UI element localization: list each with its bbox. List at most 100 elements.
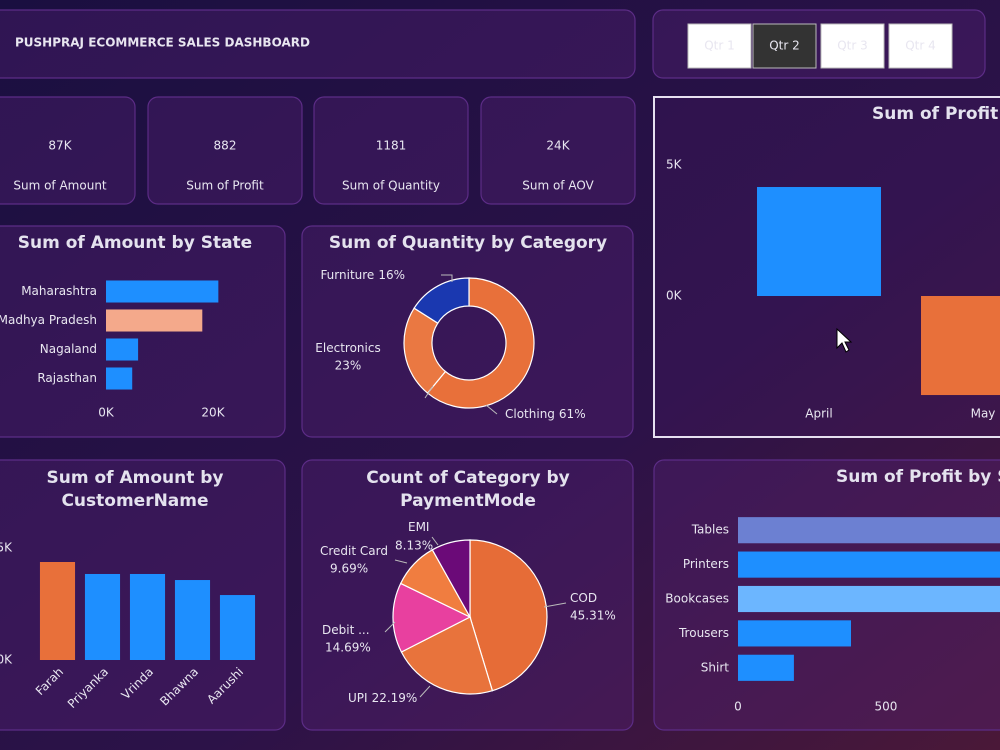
value-label: 23%: [335, 359, 362, 373]
x-tick-label: 500: [874, 700, 897, 714]
slicer-label[interactable]: Qtr 2: [769, 39, 800, 53]
slice: [392, 582, 472, 653]
bar: [738, 585, 1000, 613]
category-name: Credit Card: [320, 544, 388, 558]
chart-title: Sum of Profit by S: [836, 467, 1000, 487]
category-name: Furniture: [320, 268, 374, 282]
category-label: Printers: [683, 557, 729, 571]
title-panel: [0, 9, 636, 79]
category-label: Shirt: [701, 660, 729, 674]
kpi-card: [480, 96, 636, 205]
leader-line: [431, 536, 439, 546]
slice: [426, 277, 535, 409]
value-label: 9.69%: [330, 562, 368, 576]
leader-line: [543, 602, 567, 608]
slice: [431, 539, 471, 620]
chart-title: Count of Category by: [366, 468, 570, 488]
leader-line: [419, 685, 431, 698]
bar: [738, 551, 1000, 578]
bar: [106, 338, 139, 361]
kpi-label: Sum of Quantity: [342, 179, 440, 193]
bar: [174, 580, 211, 660]
category-label: Madhya Pradesh: [0, 313, 97, 327]
bar: [129, 573, 166, 660]
kpi-label: Sum of Amount: [13, 179, 107, 193]
slice-label: Credit Card: [320, 544, 388, 558]
kpi-card: [147, 96, 303, 205]
dashboard-title: PUSHPRAJ ECOMMERCE SALES DASHBOARD: [15, 36, 310, 50]
kpi-value: 882: [214, 139, 237, 153]
y-tick-label: 5K: [666, 158, 683, 172]
slice: [413, 277, 470, 325]
kpi-label: Sum of Profit: [186, 179, 264, 193]
category-label: Nagaland: [40, 342, 97, 356]
category-name: Clothing: [505, 407, 555, 421]
slicer-label[interactable]: Qtr 3: [837, 39, 868, 53]
chart-title: CustomerName: [61, 491, 208, 511]
leader-line: [485, 404, 498, 415]
value-label: 45.31%: [570, 609, 616, 623]
bar: [219, 595, 256, 660]
category-name: COD: [570, 591, 597, 605]
leader-line: [441, 274, 453, 282]
chart-title: Sum of Amount by: [46, 468, 223, 488]
bar: [738, 654, 794, 681]
bar: [39, 562, 76, 660]
y-tick-label: 5K: [0, 541, 13, 555]
mouse-cursor: [836, 327, 853, 353]
slice-label: Electronics: [315, 341, 380, 355]
bar: [84, 573, 121, 660]
value-label: 14.69%: [325, 641, 371, 655]
x-tick-label: 20K: [201, 406, 225, 420]
bar: [757, 187, 881, 296]
leader-line: [394, 559, 408, 564]
value-label: 22.19%: [372, 691, 418, 705]
bar: [738, 620, 852, 647]
value-label: 8.13%: [395, 539, 433, 553]
y-tick-label: 0K: [666, 289, 683, 303]
chart-title: Sum of Profit b: [872, 104, 1000, 124]
leader-line: [424, 385, 434, 399]
slicer-label[interactable]: Qtr 4: [905, 39, 936, 53]
category-name: Electronics: [315, 341, 380, 355]
category-name: UPI: [348, 691, 368, 705]
slice-label: EMI: [408, 520, 429, 534]
category-label: Tables: [691, 523, 729, 537]
bar: [921, 296, 1000, 396]
x-tick-label: 0: [734, 700, 742, 714]
kpi-value: 87K: [48, 139, 72, 153]
bar: [106, 367, 133, 390]
leader-line: [384, 621, 396, 633]
bar: [738, 517, 1000, 544]
kpi-card: [0, 96, 136, 205]
bar: [106, 309, 203, 332]
chart-panel: [301, 225, 634, 438]
category-label: Bookcases: [665, 592, 729, 606]
slicer-button[interactable]: [687, 23, 752, 69]
slice: [469, 539, 548, 692]
bar: [106, 280, 219, 303]
category-label: Trousers: [678, 626, 729, 640]
chart-title: Sum of Quantity by Category: [329, 233, 607, 253]
slice: [400, 616, 494, 695]
category-label: May: [971, 407, 996, 421]
kpi-value: 1181: [376, 139, 407, 153]
slice-label: Clothing 61%: [505, 407, 586, 421]
slicer-button[interactable]: [888, 23, 953, 69]
slice-label: UPI 22.19%: [348, 691, 417, 705]
slicer-button[interactable]: [820, 23, 885, 69]
slicer-label[interactable]: Qtr 1: [704, 39, 735, 53]
category-label: Rajasthan: [37, 371, 97, 385]
y-tick-label: 0K: [0, 653, 13, 667]
category-name: EMI: [408, 520, 429, 534]
kpi-value: 24K: [546, 139, 570, 153]
slice-label: Furniture 16%: [320, 268, 405, 282]
slice-label: Debit ...: [322, 623, 370, 637]
chart-title: Sum of Amount by State: [18, 233, 252, 253]
kpi-label: Sum of AOV: [522, 179, 594, 193]
slicer-button[interactable]: [752, 23, 817, 69]
chart-title: PaymentMode: [400, 491, 536, 511]
kpi-card: [313, 96, 469, 205]
x-tick-label: 0K: [98, 406, 115, 420]
